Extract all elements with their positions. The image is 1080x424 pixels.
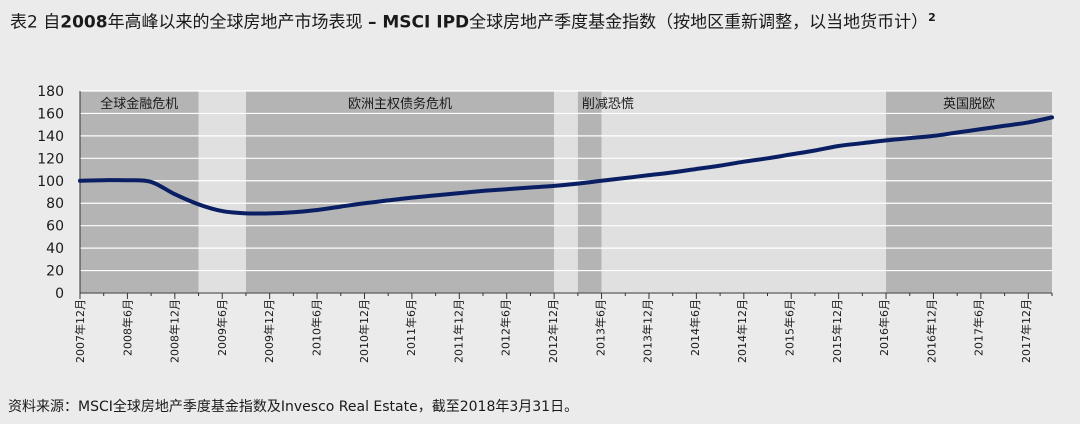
x-tick-label: 2015年6月 (783, 299, 797, 356)
x-tick-label: 2016年12月 (924, 299, 938, 363)
x-tick-label: 2011年6月 (404, 299, 418, 356)
x-tick-label: 2011年12月 (451, 299, 465, 363)
x-tick-label: 2010年6月 (310, 299, 324, 356)
y-tick-label: 80 (46, 196, 64, 212)
event-band-labels: 全球金融危机 欧洲主权债务危机 削减恐慌 英国脱欧 (100, 96, 995, 112)
y-tick-label: 160 (37, 106, 64, 122)
event-band-label: 英国脱欧 (943, 97, 995, 112)
y-tick-label: 20 (46, 264, 64, 280)
chart-title: 表2 自2008年高峰以来的全球房地产市场表现 – MSCI IPD全球房地产季… (10, 11, 936, 33)
x-tick-label: 2007年12月 (73, 299, 87, 363)
event-band-label: 全球金融危机 (100, 96, 178, 112)
x-axis: 2007年12月 2008年6月 2008年12月 2009年6月 2009年12月 20… (73, 292, 1053, 363)
event-band-1 (198, 91, 246, 293)
x-tick-label: 2017年6月 (972, 299, 986, 356)
y-tick-label: 0 (55, 286, 64, 302)
x-tick-label: 2017年12月 (1019, 299, 1033, 363)
event-band-5 (601, 91, 887, 293)
y-tick-label: 180 (37, 84, 64, 100)
event-band-label: 削减恐慌 (582, 97, 634, 112)
x-tick-label: 2010年12月 (357, 299, 371, 363)
y-tick-label: 40 (46, 241, 64, 257)
x-tick-label: 2015年12月 (830, 299, 844, 363)
title-footnote-marker: 2 (928, 11, 936, 24)
x-tick-label: 2012年6月 (499, 299, 513, 356)
gridlines (80, 90, 1052, 294)
x-tick-label: 2008年12月 (168, 299, 182, 363)
x-tick-label: 2014年6月 (688, 299, 702, 356)
y-tick-label: 100 (37, 174, 64, 190)
x-tick-label: 2012年12月 (546, 299, 560, 363)
event-bands (80, 91, 1052, 293)
x-tick-label: 2008年6月 (120, 299, 134, 356)
y-tick-label: 120 (37, 151, 64, 167)
y-tick-label: 60 (46, 219, 64, 235)
y-tick-label: 140 (37, 129, 64, 145)
x-tick-label: 2014年12月 (735, 299, 749, 363)
y-axis: 0 20 40 60 80 100 120 140 160 180 (37, 84, 81, 302)
x-tick-label: 2013年6月 (593, 299, 607, 356)
x-tick-label: 2009年6月 (215, 299, 229, 356)
line-chart: 全球金融危机 欧洲主权债务危机 削减恐慌 英国脱欧 0 20 40 60 80 100 120 14… (37, 84, 1054, 363)
index-series-line (78, 115, 1054, 216)
x-tick-label: 2016年6月 (877, 299, 891, 356)
event-band-4 (577, 91, 602, 293)
event-band-3 (554, 91, 578, 293)
x-tick-label: 2009年12月 (262, 299, 276, 363)
event-band-2 (245, 91, 555, 293)
event-band-0 (80, 91, 199, 293)
event-band-label: 欧洲主权债务危机 (348, 96, 452, 112)
source-note: 资料来源：MSCI全球房地产季度基金指数及Invesco Real Estate… (8, 399, 579, 415)
x-tick-label: 2013年12月 (641, 299, 655, 363)
